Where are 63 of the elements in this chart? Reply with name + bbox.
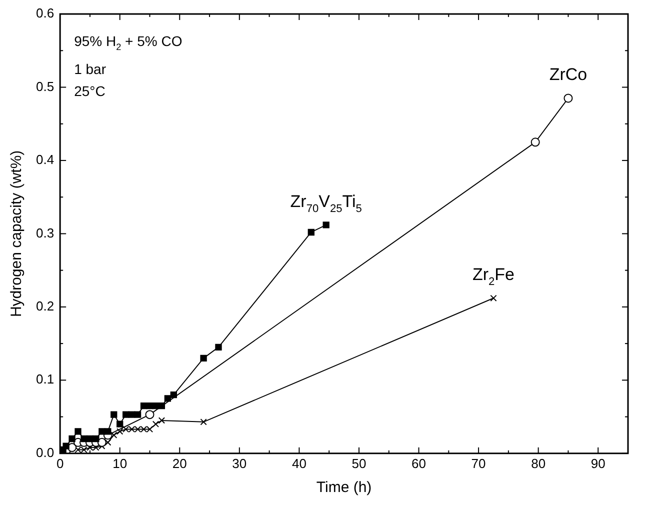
- point: [200, 418, 207, 426]
- x-axis-title: Time (h): [316, 479, 372, 496]
- point: [62, 442, 70, 450]
- point: [564, 94, 573, 103]
- x-tick-label: 10: [112, 456, 128, 471]
- point: [152, 402, 160, 410]
- x-tick-label: 50: [352, 456, 366, 471]
- point: [122, 411, 130, 418]
- x-tick-label: 90: [590, 456, 606, 471]
- point: [80, 435, 88, 442]
- point: [140, 426, 148, 433]
- series-label: ZrCo: [549, 65, 588, 84]
- point: [98, 428, 106, 435]
- point: [116, 428, 124, 435]
- point: [308, 228, 314, 236]
- point: [164, 395, 172, 402]
- y-tick-label: 0.4: [36, 152, 54, 168]
- y-tick-label: 0.5: [36, 78, 54, 94]
- point: [74, 446, 82, 454]
- point: [134, 411, 142, 418]
- point: [145, 410, 154, 420]
- point: [110, 411, 118, 418]
- point: [97, 438, 106, 447]
- annotation: 1 bar: [74, 61, 106, 77]
- point: [128, 426, 136, 433]
- point: [140, 402, 148, 410]
- y-tick-label: 0.1: [36, 372, 54, 387]
- point: [322, 222, 330, 228]
- point: [170, 391, 177, 398]
- x-tick-label: 0: [56, 456, 64, 471]
- annotation: 25°C: [74, 83, 106, 99]
- point: [146, 402, 154, 410]
- point: [128, 411, 136, 418]
- y-tick-label: 0.6: [36, 6, 54, 21]
- x-tick-label: 60: [412, 456, 426, 471]
- point: [215, 344, 222, 351]
- point: [158, 402, 166, 410]
- point: [530, 138, 540, 147]
- point: [122, 426, 130, 433]
- point: [74, 428, 82, 435]
- y-tick-label: 0.0: [36, 444, 54, 460]
- point: [158, 417, 166, 424]
- point: [116, 420, 124, 428]
- y-tick-label: 0.2: [36, 298, 54, 314]
- point: [80, 446, 88, 454]
- y-axis-title: Hydrogen capacity (wt%): [8, 150, 26, 318]
- x-tick-label: 40: [292, 456, 306, 471]
- point: [68, 435, 76, 442]
- point: [152, 420, 160, 428]
- point: [92, 435, 100, 442]
- point: [200, 354, 207, 362]
- point: [146, 426, 154, 433]
- point: [490, 294, 497, 302]
- x-tick-label: 20: [172, 456, 187, 471]
- point: [104, 428, 112, 435]
- x-tick-label: 30: [232, 456, 247, 471]
- x-tick-label: 70: [471, 456, 486, 471]
- y-tick-label: 0.3: [36, 225, 54, 240]
- point: [104, 439, 112, 446]
- point: [86, 435, 94, 442]
- point: [110, 432, 118, 438]
- point: [134, 426, 142, 433]
- x-tick-label: 80: [531, 456, 546, 471]
